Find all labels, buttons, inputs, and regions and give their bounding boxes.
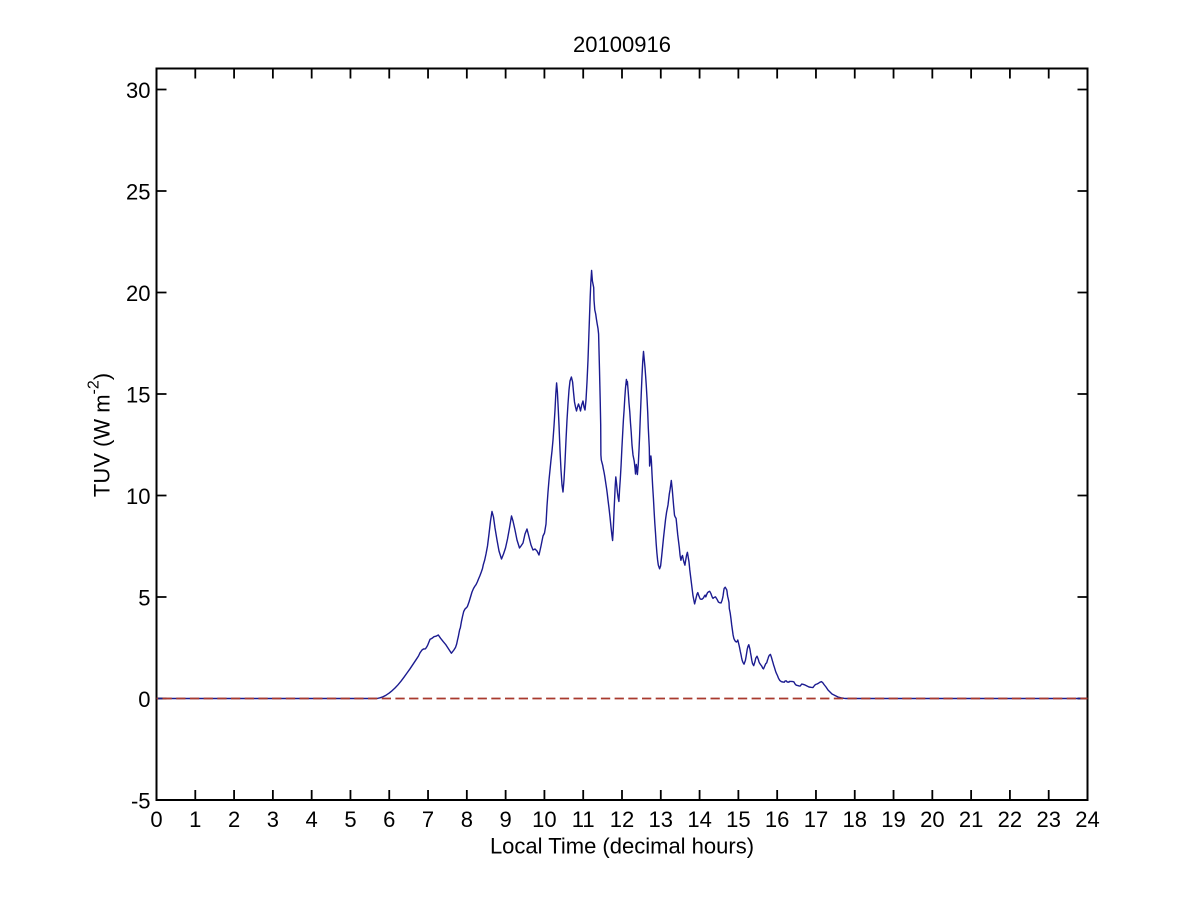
svg-text:25: 25 (126, 180, 150, 205)
svg-text:5: 5 (138, 586, 150, 611)
svg-text:9: 9 (499, 807, 511, 832)
svg-text:20100916: 20100916 (573, 32, 671, 57)
svg-text:2: 2 (228, 807, 240, 832)
svg-text:0: 0 (150, 807, 162, 832)
svg-text:6: 6 (383, 807, 395, 832)
svg-text:22: 22 (998, 807, 1022, 832)
svg-text:18: 18 (843, 807, 867, 832)
svg-text:21: 21 (959, 807, 983, 832)
svg-text:11: 11 (572, 807, 595, 832)
svg-text:5: 5 (344, 807, 356, 832)
svg-text:1: 1 (189, 807, 201, 832)
svg-text:17: 17 (804, 807, 828, 832)
svg-text:4: 4 (306, 807, 318, 832)
svg-text:13: 13 (649, 807, 673, 832)
svg-text:30: 30 (126, 78, 150, 103)
svg-text:0: 0 (138, 687, 150, 712)
svg-text:14: 14 (687, 807, 711, 832)
svg-text:23: 23 (1036, 807, 1060, 832)
svg-text:15: 15 (126, 383, 150, 408)
svg-text:3: 3 (267, 807, 279, 832)
svg-text:10: 10 (532, 807, 556, 832)
svg-text:7: 7 (422, 807, 434, 832)
svg-text:20: 20 (126, 281, 150, 306)
svg-text:8: 8 (461, 807, 473, 832)
svg-text:24: 24 (1075, 807, 1099, 832)
svg-text:Local Time (decimal hours): Local Time (decimal hours) (490, 834, 754, 859)
svg-text:16: 16 (765, 807, 789, 832)
svg-text:12: 12 (610, 807, 634, 832)
svg-text:-5: -5 (131, 789, 151, 814)
svg-text:20: 20 (920, 807, 944, 832)
svg-text:10: 10 (126, 484, 150, 509)
svg-text:15: 15 (726, 807, 750, 832)
svg-text:19: 19 (881, 807, 905, 832)
